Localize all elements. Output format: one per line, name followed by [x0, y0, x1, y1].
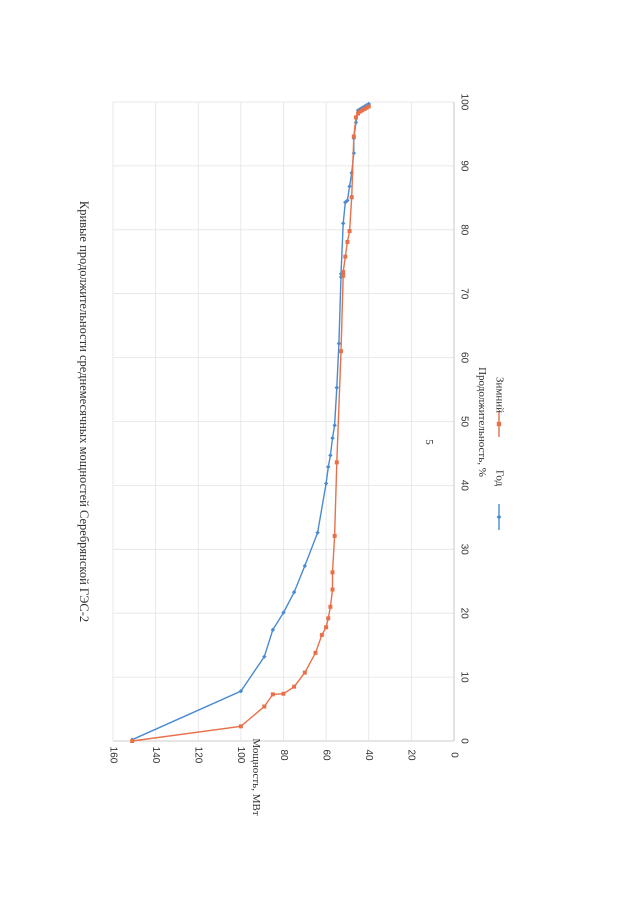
data-point: [345, 198, 350, 203]
y-tick-label: 120: [193, 747, 204, 764]
data-point: [351, 134, 356, 139]
data-point: [330, 435, 335, 441]
data-point: [302, 670, 307, 675]
data-point: [270, 627, 276, 633]
legend-marker: [496, 421, 502, 427]
y-axis-label: Мощность, МВт: [250, 738, 262, 815]
x-tick-label: 80: [458, 224, 469, 236]
labels: 0 10 20 30 40 50 60 70 80 90 100 0 20 40 60 80 100 120 140…: [77, 94, 505, 816]
data-point: [238, 724, 243, 729]
y-tick-label: 100: [235, 747, 246, 764]
data-point: [292, 684, 297, 689]
data-point: [343, 254, 348, 259]
data-point: [334, 460, 339, 465]
data-point: [347, 229, 352, 234]
data-point: [328, 453, 333, 458]
data-point: [362, 107, 367, 112]
data-point: [270, 692, 275, 697]
data-point: [324, 625, 329, 630]
data-point: [345, 239, 350, 244]
data-point: [291, 589, 297, 595]
data-point: [262, 654, 267, 659]
x-tick-label: 90: [458, 160, 469, 172]
legend-item: Зимний: [493, 377, 505, 437]
x-tick-label: 20: [458, 608, 469, 620]
data-point: [328, 604, 333, 609]
data-point: [339, 349, 344, 354]
data-point: [340, 221, 346, 226]
y-tick-label: 20: [406, 749, 417, 761]
y-tick-label: 40: [363, 749, 374, 761]
data-point: [353, 115, 358, 120]
y-tick-label: 140: [150, 747, 161, 764]
data-point: [262, 704, 267, 709]
data-point: [323, 481, 329, 486]
data-point: [356, 111, 361, 116]
data-point: [326, 464, 331, 470]
data-point: [341, 269, 346, 274]
y-tick-label: 60: [320, 749, 331, 761]
grid: [112, 101, 455, 742]
data-point: [330, 570, 335, 575]
x-tick-label: 30: [458, 544, 469, 556]
data-point: [360, 108, 365, 113]
data-point: [349, 195, 354, 200]
data-point: [281, 610, 286, 615]
x-tick-label: 100: [458, 94, 469, 111]
data-point: [130, 739, 135, 743]
legend-item: Год: [493, 470, 505, 530]
data-point: [366, 104, 371, 109]
x-tick-label: 50: [458, 416, 469, 428]
legend-label: Год: [493, 470, 505, 487]
data-point: [347, 184, 352, 189]
data-point: [319, 632, 324, 637]
data-point: [330, 587, 335, 592]
y-tick-label: 0: [448, 752, 459, 758]
data-point: [238, 688, 244, 694]
x-tick-label: 60: [458, 352, 469, 364]
chart-title: Кривые продолжительности среднемесячных …: [77, 201, 91, 622]
data-point: [358, 109, 363, 114]
data-point: [332, 423, 337, 428]
data-point: [343, 200, 348, 205]
legend-marker: [496, 514, 502, 520]
data-point: [315, 530, 320, 535]
x-tick-label: 70: [458, 288, 469, 300]
y-tick-label: 160: [107, 747, 118, 764]
data-point: [332, 533, 337, 538]
series-area: [129, 101, 371, 743]
data-point: [336, 341, 342, 346]
data-point: [364, 105, 369, 110]
data-point: [334, 385, 339, 390]
x-tick-label: 0: [458, 738, 469, 744]
data-point: [281, 691, 286, 696]
data-point: [313, 650, 318, 655]
y-tick-label: 80: [278, 749, 289, 761]
series-zimniy: [130, 104, 371, 743]
data-point: [326, 616, 331, 621]
x-tick-label: 40: [458, 480, 469, 492]
series-line: [132, 105, 370, 742]
x-tick-label: 10: [458, 672, 469, 684]
x-axis-label: Продолжительность, %: [476, 367, 488, 477]
data-point: [341, 273, 346, 278]
legend-label: Зимний: [493, 377, 505, 413]
data-point: [302, 563, 308, 569]
